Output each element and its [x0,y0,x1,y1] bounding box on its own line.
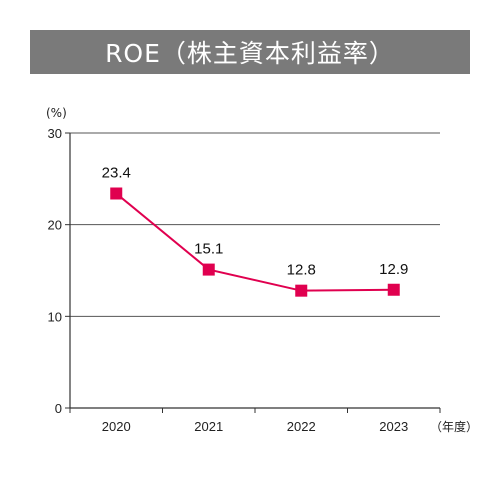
data-label-2022: 12.8 [287,262,316,279]
series-line [115,192,394,292]
data-label-2023: 12.9 [379,261,408,278]
y-tick-label-20: 20 [48,218,62,233]
x-tick-label-2023: 2023 [379,419,408,434]
axes [65,132,441,413]
y-tick-label-30: 30 [48,126,62,141]
series-layer [110,187,400,297]
x-tick-label-2021: 2021 [194,419,223,434]
y-tick-label-0: 0 [55,401,62,416]
x-tick-label-2020: 2020 [102,419,131,434]
axis-labels: 0 10 20 30 2020 2021 2022 2023 (%) （年度） [46,106,478,434]
grid-lines [70,132,440,317]
data-point-2022 [295,284,308,297]
data-label-2020: 23.4 [102,165,131,182]
y-axis-unit-label: (%) [46,106,67,120]
chart-title: ROE（株主資本利益率） [105,39,395,68]
data-point-2020 [110,187,123,200]
x-axis-unit-label: （年度） [430,419,478,434]
data-point-2021 [202,263,215,276]
chart-title-bar: ROE（株主資本利益率） [30,30,470,74]
y-tick-label-10: 10 [48,309,62,324]
data-labels: 23.4 15.1 12.8 12.9 [102,165,409,279]
x-tick-label-2022: 2022 [287,419,316,434]
data-label-2021: 15.1 [194,241,223,258]
data-point-2023 [387,283,400,296]
